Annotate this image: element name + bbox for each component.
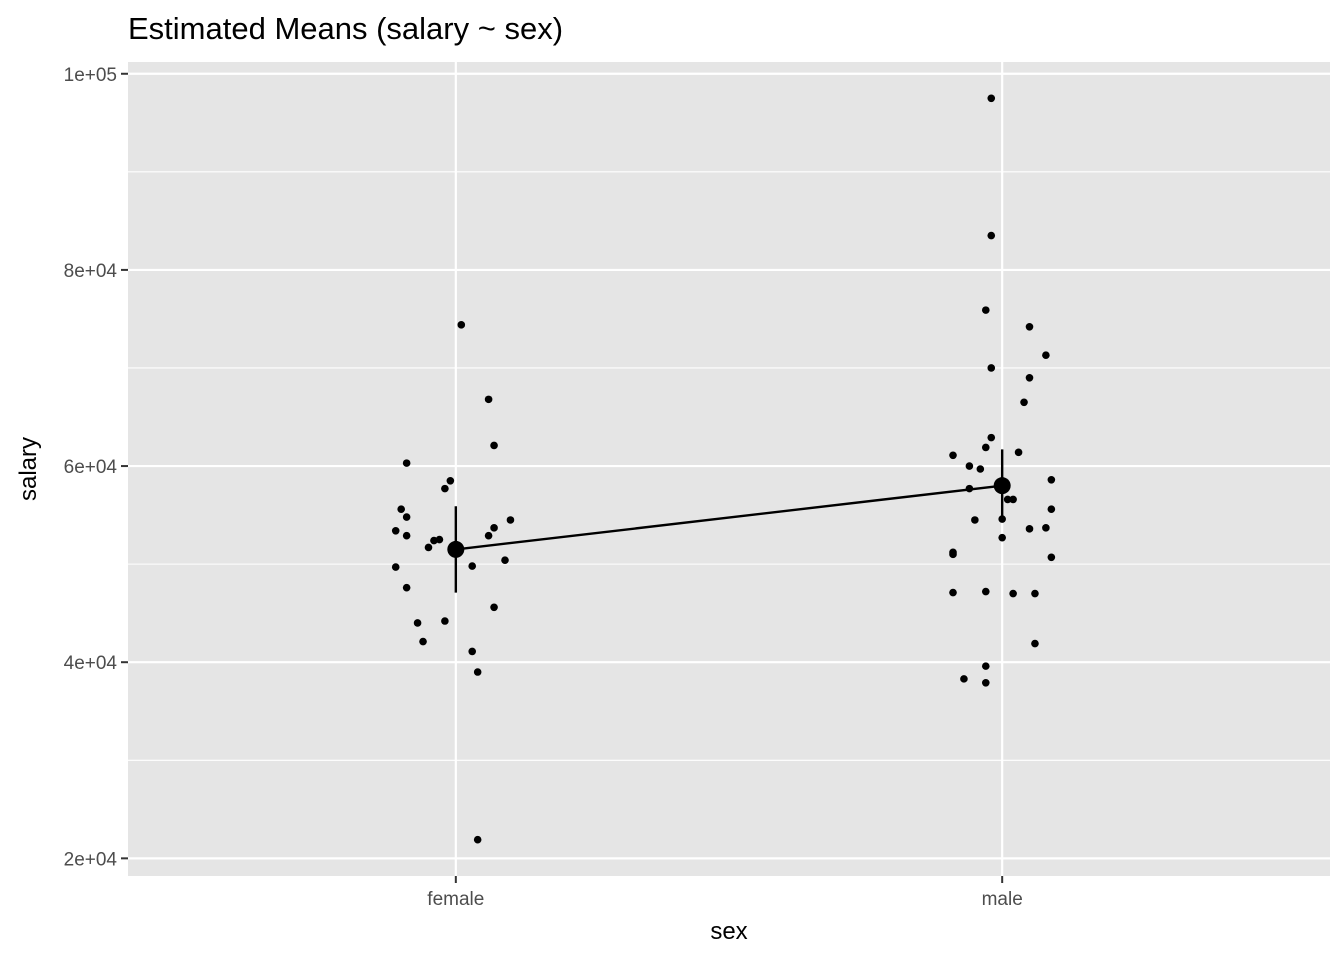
y-tick-label: 1e+05 — [64, 65, 117, 86]
data-point — [987, 364, 996, 372]
data-point — [435, 535, 444, 544]
estimated-means — [447, 449, 1011, 593]
data-point — [391, 526, 400, 535]
data-point — [473, 668, 482, 676]
data-point — [981, 443, 990, 452]
mean-connector-line — [455, 484, 1003, 551]
data-point — [402, 583, 411, 592]
data-point — [441, 617, 449, 625]
mean-point — [447, 540, 465, 558]
data-point — [1047, 475, 1056, 484]
data-point — [981, 678, 990, 687]
data-point — [987, 94, 996, 103]
data-point — [1009, 589, 1017, 598]
data-point — [484, 395, 493, 404]
data-point — [960, 675, 968, 683]
data-point — [1031, 589, 1039, 598]
x-tick-label: male — [982, 889, 1023, 910]
data-point — [419, 637, 427, 646]
axis-ticks: 2e+04 4e+04 6e+04 8e+04 1e+05 female male — [64, 65, 1023, 910]
data-points — [391, 94, 1056, 844]
data-point — [1020, 398, 1028, 407]
y-tick-label: 2e+04 — [64, 849, 118, 870]
data-point — [1042, 524, 1050, 532]
gridlines — [128, 62, 1330, 876]
data-point — [468, 562, 477, 570]
y-tick-label: 8e+04 — [64, 261, 118, 282]
x-tick-label: female — [427, 889, 484, 910]
data-point — [484, 531, 493, 540]
data-point — [402, 513, 411, 521]
data-point — [1014, 448, 1023, 457]
data-point — [965, 462, 974, 470]
y-tick-label: 6e+04 — [64, 457, 118, 478]
data-point — [1003, 495, 1012, 504]
data-point — [981, 662, 990, 670]
data-point — [1031, 639, 1039, 648]
data-point — [971, 516, 979, 524]
chart-title: Estimated Means (salary ~ sex) — [128, 11, 563, 46]
data-point — [949, 588, 957, 597]
data-point — [1047, 505, 1056, 514]
data-point — [949, 451, 957, 460]
data-point — [1025, 525, 1034, 533]
data-point — [506, 516, 515, 524]
data-point — [424, 543, 433, 552]
data-point — [1047, 553, 1056, 562]
data-point — [446, 476, 455, 485]
data-point — [490, 441, 498, 450]
data-point — [441, 484, 449, 493]
data-point — [987, 231, 996, 240]
plot-panel — [128, 62, 1330, 876]
data-point — [1009, 495, 1017, 504]
data-point — [981, 587, 990, 596]
data-point — [501, 556, 509, 565]
data-point — [413, 619, 422, 627]
data-point — [949, 550, 957, 559]
data-point — [468, 647, 477, 656]
data-point — [397, 505, 405, 514]
data-point — [987, 433, 996, 442]
data-point — [490, 603, 498, 612]
y-tick-label: 4e+04 — [64, 653, 118, 674]
data-point — [402, 459, 411, 467]
data-point — [1025, 322, 1034, 331]
data-point — [981, 306, 990, 314]
data-point — [473, 835, 482, 844]
data-point — [457, 321, 466, 329]
data-point — [976, 465, 985, 473]
mean-point — [993, 477, 1011, 495]
x-axis-title: sex — [710, 918, 747, 945]
data-point — [998, 533, 1006, 542]
y-axis-title: salary — [15, 437, 42, 501]
data-point — [490, 524, 498, 532]
data-point — [1042, 351, 1050, 360]
data-point — [391, 563, 400, 571]
data-point — [1025, 373, 1034, 382]
data-point — [402, 531, 411, 540]
